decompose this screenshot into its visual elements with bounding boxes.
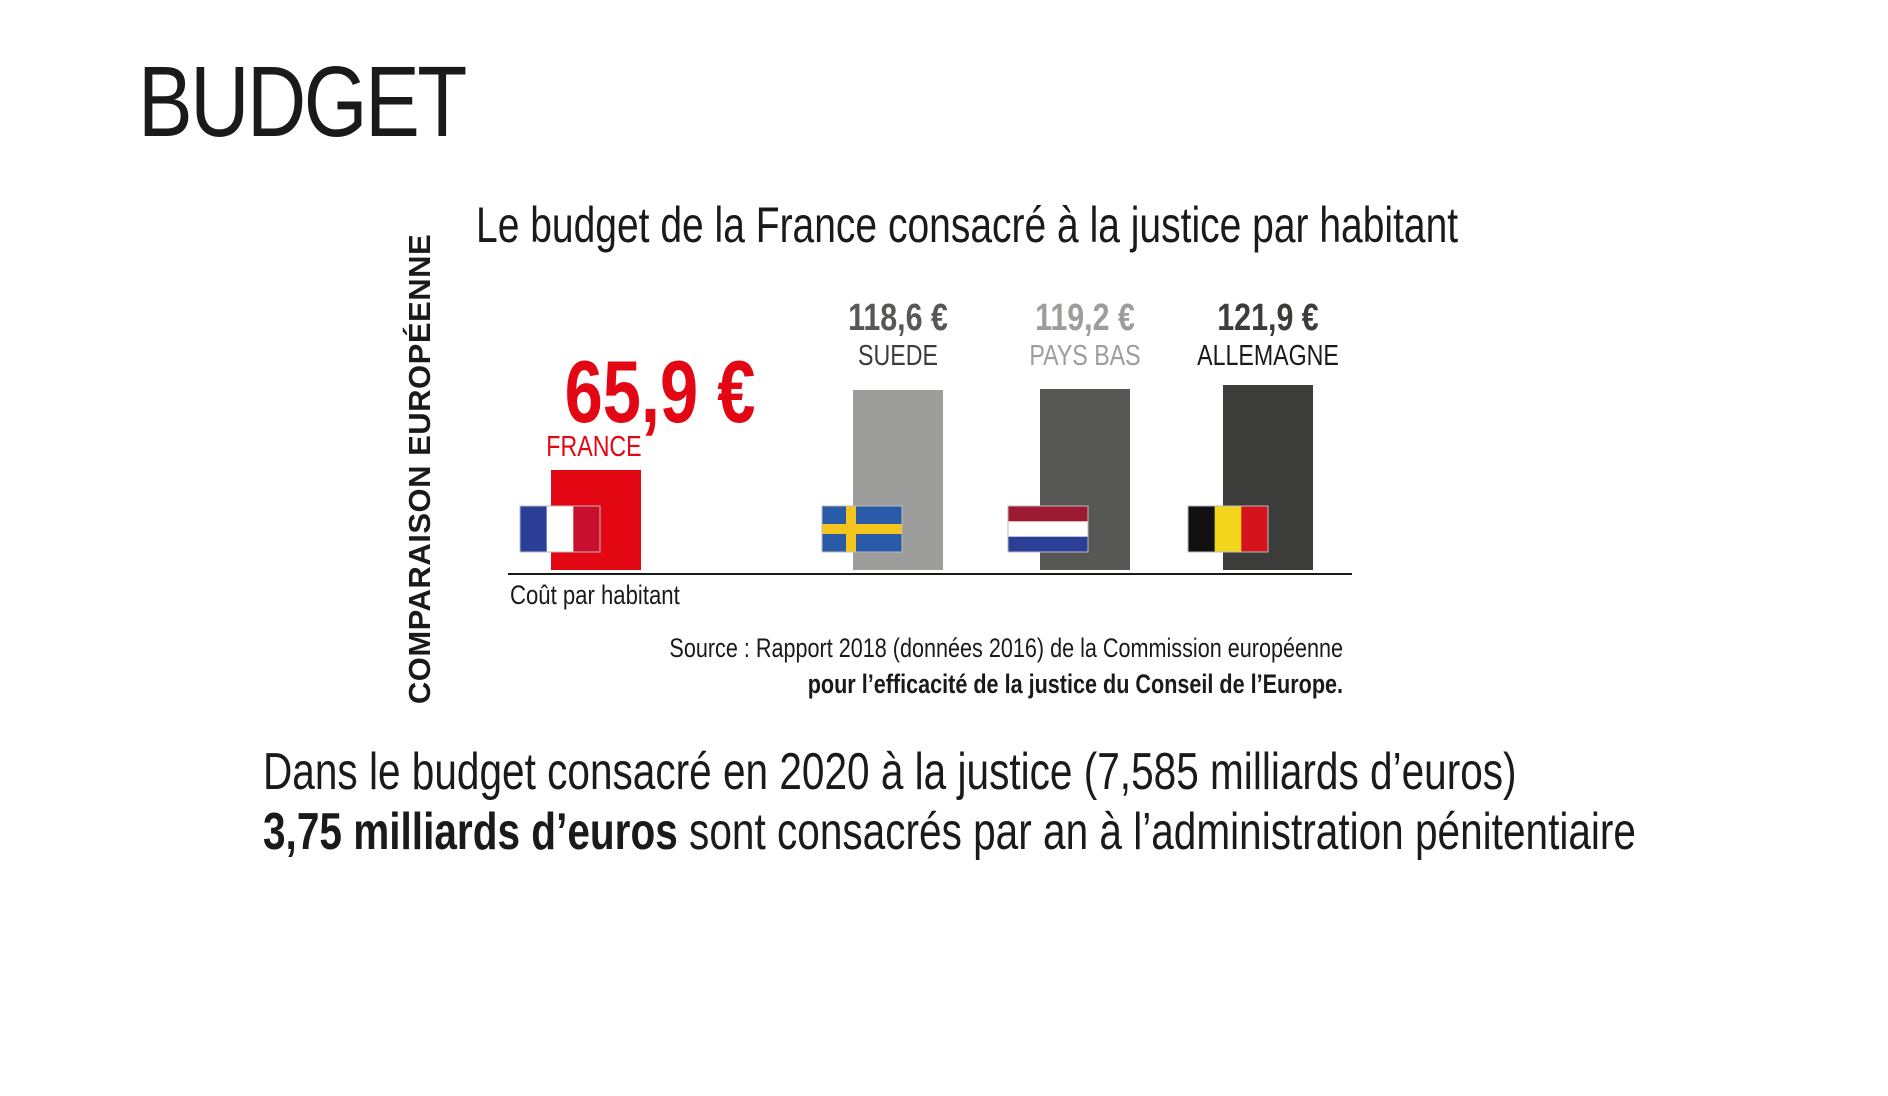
category-label-3: ALLEMAGNE (1197, 338, 1339, 371)
belgium-flag-icon (1187, 505, 1269, 553)
bottom-text: Dans le budget consacré en 2020 à la jus… (263, 742, 1888, 862)
bottom-line-2: 3,75 milliards d’euros sont consacrés pa… (263, 802, 1636, 862)
category-label-1: SUEDE (858, 338, 938, 371)
value-label-3: 121,9 € (1217, 297, 1318, 339)
flags-layer (519, 505, 1269, 553)
source-line-1: Source : Rapport 2018 (données 2016) de … (669, 633, 1343, 663)
page-title: BUDGET (138, 46, 467, 158)
labels-layer: 65,9 €FRANCE 118,6 €SUEDE 119,2 €PAYS BAS 1… (546, 297, 1339, 463)
source-line-2: pour l’efficacité de la justice du Conse… (807, 669, 1343, 699)
bottom-line-2-rest: sont consacrés par an à l’administration… (677, 803, 1636, 861)
bottom-line-1: Dans le budget consacré en 2020 à la jus… (263, 743, 1517, 801)
category-label-2: PAYS BAS (1029, 338, 1140, 371)
category-label-france: FRANCE (546, 429, 641, 462)
value-label-1: 118,6 € (848, 297, 948, 339)
value-label-france: 65,9 € (565, 343, 756, 441)
france-flag-icon (519, 505, 601, 553)
bottom-line-2-bold: 3,75 milliards d’euros (263, 803, 678, 861)
x-axis-label: Coût par habitant (510, 581, 680, 611)
sweden-flag-icon (821, 505, 903, 553)
chart-title: Le budget de la France consacré à la jus… (476, 197, 1459, 253)
source-note: Source : Rapport 2018 (données 2016) de … (501, 630, 1343, 702)
netherlands-flag-icon (1007, 505, 1089, 553)
value-label-2: 119,2 € (1035, 297, 1135, 339)
